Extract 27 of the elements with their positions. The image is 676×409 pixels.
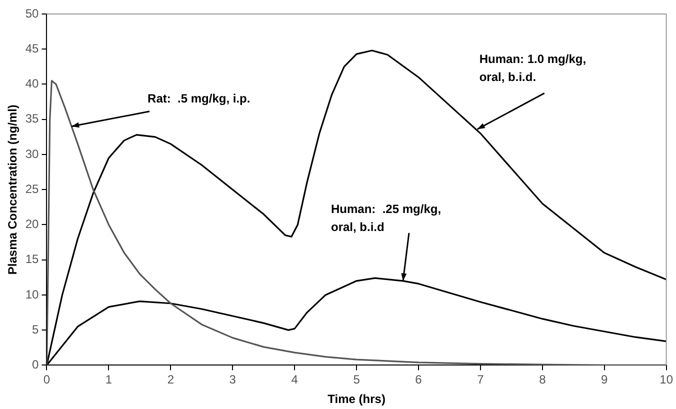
annotation: Human: 1.0 mg/kg, oral, b.i.d. <box>479 52 586 84</box>
annotation: Rat: .5 mg/kg, i.p. <box>148 91 250 106</box>
x-axis-title: Time (hrs) <box>328 392 386 406</box>
y-tick-label: 45 <box>25 41 40 56</box>
y-tick-label: 40 <box>25 76 40 91</box>
y-tick-label: 10 <box>25 287 40 302</box>
x-tick-label: 8 <box>539 372 546 387</box>
y-tick-label: 25 <box>25 182 40 196</box>
y-tick-label: 0 <box>32 358 40 372</box>
y-tick-label: 15 <box>25 252 40 266</box>
y-tick-label: 30 <box>25 146 40 161</box>
x-tick-label: 7 <box>477 372 484 387</box>
y-tick-label: 5 <box>32 322 40 336</box>
x-tick-label: 0 <box>43 372 50 387</box>
x-tick-label: 5 <box>353 372 360 387</box>
x-tick-label: 3 <box>229 372 236 387</box>
x-tick-label: 4 <box>291 372 298 387</box>
y-tick-label: 50 <box>25 6 40 20</box>
x-tick-label: 6 <box>415 372 422 387</box>
x-tick-label: 9 <box>601 372 608 387</box>
x-tick-label: 2 <box>167 372 174 387</box>
y-tick-label: 20 <box>25 217 40 232</box>
annotation: Human: .25 mg/kg, oral, b.i.d <box>331 202 442 234</box>
y-axis-title: Plasma Concentration (ng/ml) <box>6 104 20 275</box>
x-tick-label: 10 <box>660 372 674 387</box>
x-tick-label: 1 <box>105 372 112 387</box>
y-tick-label: 35 <box>25 112 40 126</box>
